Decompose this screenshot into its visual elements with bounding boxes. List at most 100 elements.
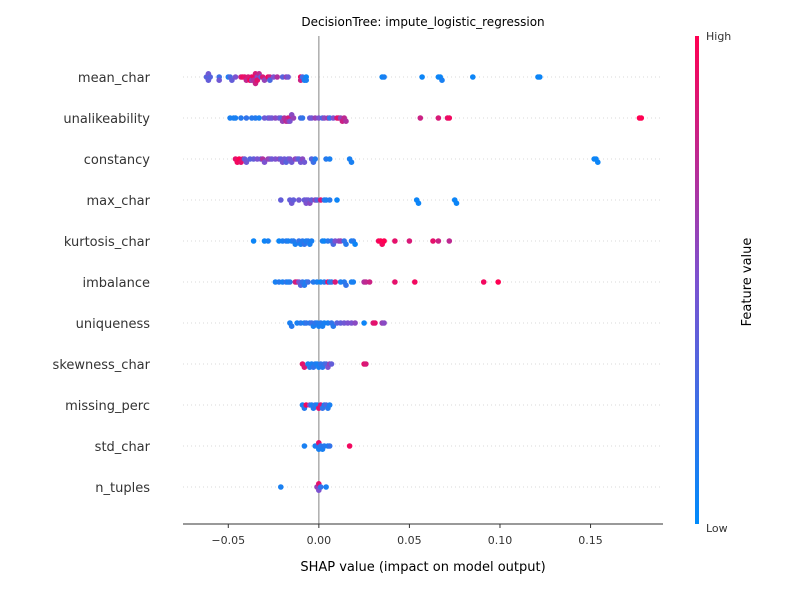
feature-label-missing_perc: missing_perc xyxy=(65,399,150,414)
x-tick-label: 0.15 xyxy=(578,534,603,547)
shap-point-skewness_char-1 xyxy=(301,364,308,371)
shap-point-unalikeability-23 xyxy=(290,115,297,121)
shap-point-kurtosis_char-0 xyxy=(250,238,257,244)
x-tick-label: 0.10 xyxy=(488,534,513,547)
shap-point-imbalance-33 xyxy=(495,279,502,285)
feature-label-unalikeability: unalikeability xyxy=(63,112,150,127)
shap-point-n_tuples-0 xyxy=(278,484,284,490)
feature-row-guides xyxy=(183,76,663,488)
shap-point-max_char-3 xyxy=(290,197,297,203)
shap-point-kurtosis_char-36 xyxy=(406,238,413,244)
feature-label-uniqueness: uniqueness xyxy=(76,317,151,332)
shap-point-kurtosis_char-34 xyxy=(381,238,387,244)
shap-point-unalikeability-41 xyxy=(417,115,424,121)
shap-point-skewness_char-15 xyxy=(328,361,335,367)
feature-label-std_char: std_char xyxy=(95,440,151,455)
shap-point-n_tuples-4 xyxy=(317,484,324,490)
feature-label-skewness_char: skewness_char xyxy=(53,358,151,373)
shap-point-mean_char-32 xyxy=(274,74,281,80)
chart-title: DecisionTree: impute_logistic_regression xyxy=(301,15,544,29)
shap-point-std_char-0 xyxy=(301,443,308,449)
shap-point-mean_char-23 xyxy=(254,77,261,83)
shap-point-uniqueness-28 xyxy=(381,320,387,326)
shap-point-kurtosis_char-38 xyxy=(435,238,442,244)
shap-point-kurtosis_char-35 xyxy=(392,238,398,244)
shap-point-imbalance-5 xyxy=(287,279,293,285)
feature-labels: mean_char unalikeability constancy max_char… xyxy=(53,71,151,496)
shap-point-uniqueness-1 xyxy=(288,323,295,330)
shap-point-unalikeability-40 xyxy=(343,118,349,124)
colorbar-low-label: Low xyxy=(706,522,728,535)
shap-point-mean_char-30 xyxy=(267,77,273,83)
shap-point-max_char-0 xyxy=(278,197,284,203)
colorbar-high-label: High xyxy=(706,30,731,43)
feature-label-constancy: constancy xyxy=(84,153,151,168)
feature-label-max_char: max_char xyxy=(86,194,150,209)
shap-point-uniqueness-26 xyxy=(372,320,378,326)
shap-point-kurtosis_char-2 xyxy=(265,238,271,244)
shap-point-kurtosis_char-39 xyxy=(446,238,453,244)
shap-point-uniqueness-24 xyxy=(361,320,367,326)
shap-point-unalikeability-44 xyxy=(446,115,453,121)
x-axis-label: SHAP value (impact on model output) xyxy=(300,560,545,575)
x-tick-label: −0.05 xyxy=(211,534,245,547)
shap-point-skewness_char-17 xyxy=(363,361,369,367)
shap-point-constancy-30 xyxy=(301,159,308,165)
shap-point-mean_char-27 xyxy=(261,77,268,83)
feature-label-imbalance: imbalance xyxy=(83,276,150,291)
shap-point-mean_char-41 xyxy=(303,77,310,83)
shap-point-uniqueness-17 xyxy=(330,323,337,330)
shap-point-mean_char-44 xyxy=(419,74,425,80)
shap-point-max_char-17 xyxy=(334,197,340,203)
shap-point-imbalance-21 xyxy=(332,279,339,285)
shap-point-constancy-35 xyxy=(326,156,333,162)
shap-point-imbalance-32 xyxy=(480,279,487,285)
shap-point-constancy-33 xyxy=(312,156,319,162)
shap-point-unalikeability-3 xyxy=(238,115,244,121)
shap-point-mean_char-3 xyxy=(207,74,213,80)
shap-point-imbalance-24 xyxy=(343,282,349,289)
shap-point-constancy-12 xyxy=(261,159,268,165)
shap-point-constancy-6 xyxy=(243,159,250,165)
shap-point-std_char-10 xyxy=(346,443,353,449)
shap-point-std_char-9 xyxy=(326,443,333,449)
shap-point-mean_char-35 xyxy=(285,74,291,80)
shap-point-imbalance-31 xyxy=(412,279,418,285)
shap-point-unalikeability-46 xyxy=(638,115,645,121)
shap-point-kurtosis_char-27 xyxy=(343,241,349,247)
shap-points xyxy=(203,71,645,494)
shap-point-unalikeability-2 xyxy=(232,115,239,121)
feature-label-mean_char: mean_char xyxy=(78,71,151,86)
shap-point-constancy-24 xyxy=(288,159,295,165)
colorbar-label: Feature value xyxy=(740,238,755,327)
x-tick-label: 0.00 xyxy=(307,534,332,547)
shap-point-max_char-19 xyxy=(415,200,422,206)
shap-point-constancy-37 xyxy=(348,159,355,165)
shap-point-imbalance-13 xyxy=(305,279,311,285)
colorbar xyxy=(695,36,699,524)
shap-point-kurtosis_char-37 xyxy=(430,238,436,244)
shap-point-max_char-16 xyxy=(326,197,333,203)
shap-point-imbalance-26 xyxy=(350,279,357,285)
shap-point-mean_char-5 xyxy=(216,77,222,83)
x-axis-ticks: −0.05 0.00 0.05 0.10 0.15 xyxy=(211,524,603,547)
shap-point-imbalance-30 xyxy=(392,279,398,285)
shap-point-unalikeability-4 xyxy=(243,115,250,121)
shap-point-mean_char-8 xyxy=(229,77,235,83)
shap-point-mean_char-47 xyxy=(439,77,445,83)
shap-point-max_char-4 xyxy=(296,197,302,203)
shap-point-constancy-40 xyxy=(595,159,601,165)
shap-point-kurtosis_char-9 xyxy=(292,241,299,247)
shap-point-unalikeability-21 xyxy=(287,118,293,124)
shap-point-mean_char-43 xyxy=(381,74,387,80)
shap-point-mean_char-50 xyxy=(537,74,543,80)
x-tick-label: 0.05 xyxy=(397,534,422,547)
shap-point-mean_char-48 xyxy=(470,74,476,80)
shap-point-uniqueness-23 xyxy=(352,320,358,326)
shap-point-imbalance-29 xyxy=(366,279,373,285)
shap-point-unalikeability-7 xyxy=(256,115,262,121)
shap-point-mean_char-9 xyxy=(232,74,239,80)
shap-point-max_char-21 xyxy=(453,200,460,206)
shap-point-kurtosis_char-30 xyxy=(352,241,358,247)
